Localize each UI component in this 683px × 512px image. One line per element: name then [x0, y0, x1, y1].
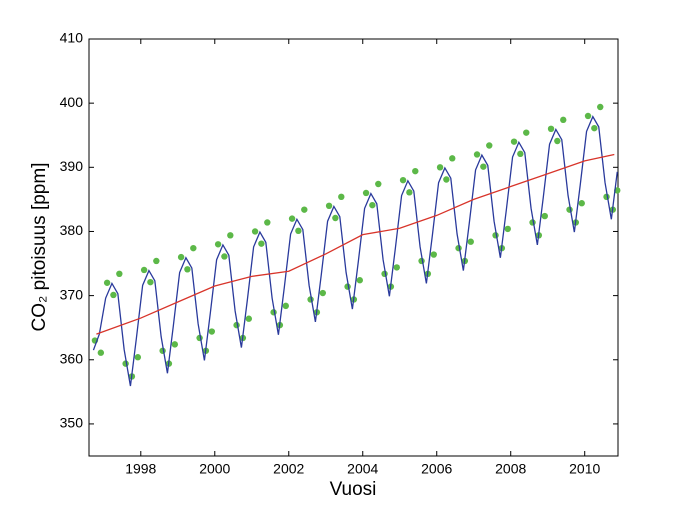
data-point	[325, 202, 333, 209]
data-point	[177, 253, 185, 261]
data-point	[504, 225, 511, 233]
data-point	[449, 155, 456, 162]
data-point	[430, 251, 437, 258]
x-tick-label: 2010	[569, 461, 600, 477]
plot-frame	[88, 38, 619, 457]
y-tick-label: 350	[60, 415, 84, 431]
data-point	[356, 277, 363, 284]
data-point	[362, 189, 370, 197]
data-point	[523, 129, 530, 136]
data-point	[190, 244, 197, 252]
x-tick-label: 1998	[125, 461, 156, 477]
data-point	[282, 302, 290, 310]
data-point	[221, 253, 228, 260]
data-point	[578, 200, 585, 207]
data-point	[184, 266, 191, 273]
data-line	[92, 115, 618, 387]
data-point	[245, 315, 253, 322]
y-axis-label: CO₂ pitoisuus [ppm]	[29, 163, 50, 332]
data-point	[591, 124, 598, 132]
data-point	[332, 214, 339, 222]
data-point	[554, 137, 561, 145]
y-tick-label: 380	[60, 222, 84, 238]
data-point	[393, 264, 400, 271]
data-point	[560, 116, 567, 124]
data-point	[103, 279, 111, 286]
data-point	[412, 167, 419, 175]
data-point	[369, 201, 376, 209]
y-tick-label: 360	[60, 350, 84, 366]
data-point	[436, 164, 444, 171]
x-axis-label: Vuosi	[330, 479, 377, 500]
data-point	[288, 215, 296, 222]
data-point	[399, 176, 407, 184]
y-tick-label: 390	[60, 158, 84, 174]
data-point	[258, 240, 265, 247]
data-point	[584, 112, 592, 120]
data-point	[510, 138, 518, 145]
data-point	[406, 189, 413, 196]
data-point	[597, 103, 604, 111]
data-point	[541, 212, 548, 220]
data-point	[467, 238, 474, 245]
data-point	[147, 278, 154, 286]
data-point	[116, 270, 123, 278]
x-tick-label: 2006	[421, 461, 452, 477]
data-point	[338, 193, 345, 201]
data-point	[171, 341, 179, 348]
x-tick-label: 2000	[199, 461, 230, 477]
data-point	[110, 291, 117, 299]
data-point	[264, 219, 271, 226]
data-line	[96, 153, 615, 335]
x-tick-label: 2004	[347, 461, 378, 477]
data-point	[208, 328, 216, 335]
data-point	[140, 266, 148, 274]
data-point	[473, 151, 481, 158]
y-tick-label: 410	[60, 30, 84, 46]
data-point	[547, 125, 555, 133]
data-point	[227, 232, 234, 239]
data-point	[480, 163, 487, 170]
y-tick-label: 400	[60, 94, 84, 110]
data-point	[301, 206, 308, 213]
x-tick-label: 2002	[273, 461, 304, 477]
data-point	[517, 150, 524, 158]
data-point	[97, 349, 105, 356]
data-point	[375, 180, 382, 188]
data-point	[153, 257, 160, 265]
data-point	[134, 354, 142, 361]
data-point	[214, 241, 222, 248]
data-point	[295, 227, 302, 235]
data-point	[443, 176, 450, 183]
y-tick-label: 370	[60, 286, 84, 302]
data-point	[251, 228, 259, 235]
x-tick-label: 2008	[495, 461, 526, 477]
data-point	[486, 142, 493, 149]
data-point	[319, 289, 326, 297]
